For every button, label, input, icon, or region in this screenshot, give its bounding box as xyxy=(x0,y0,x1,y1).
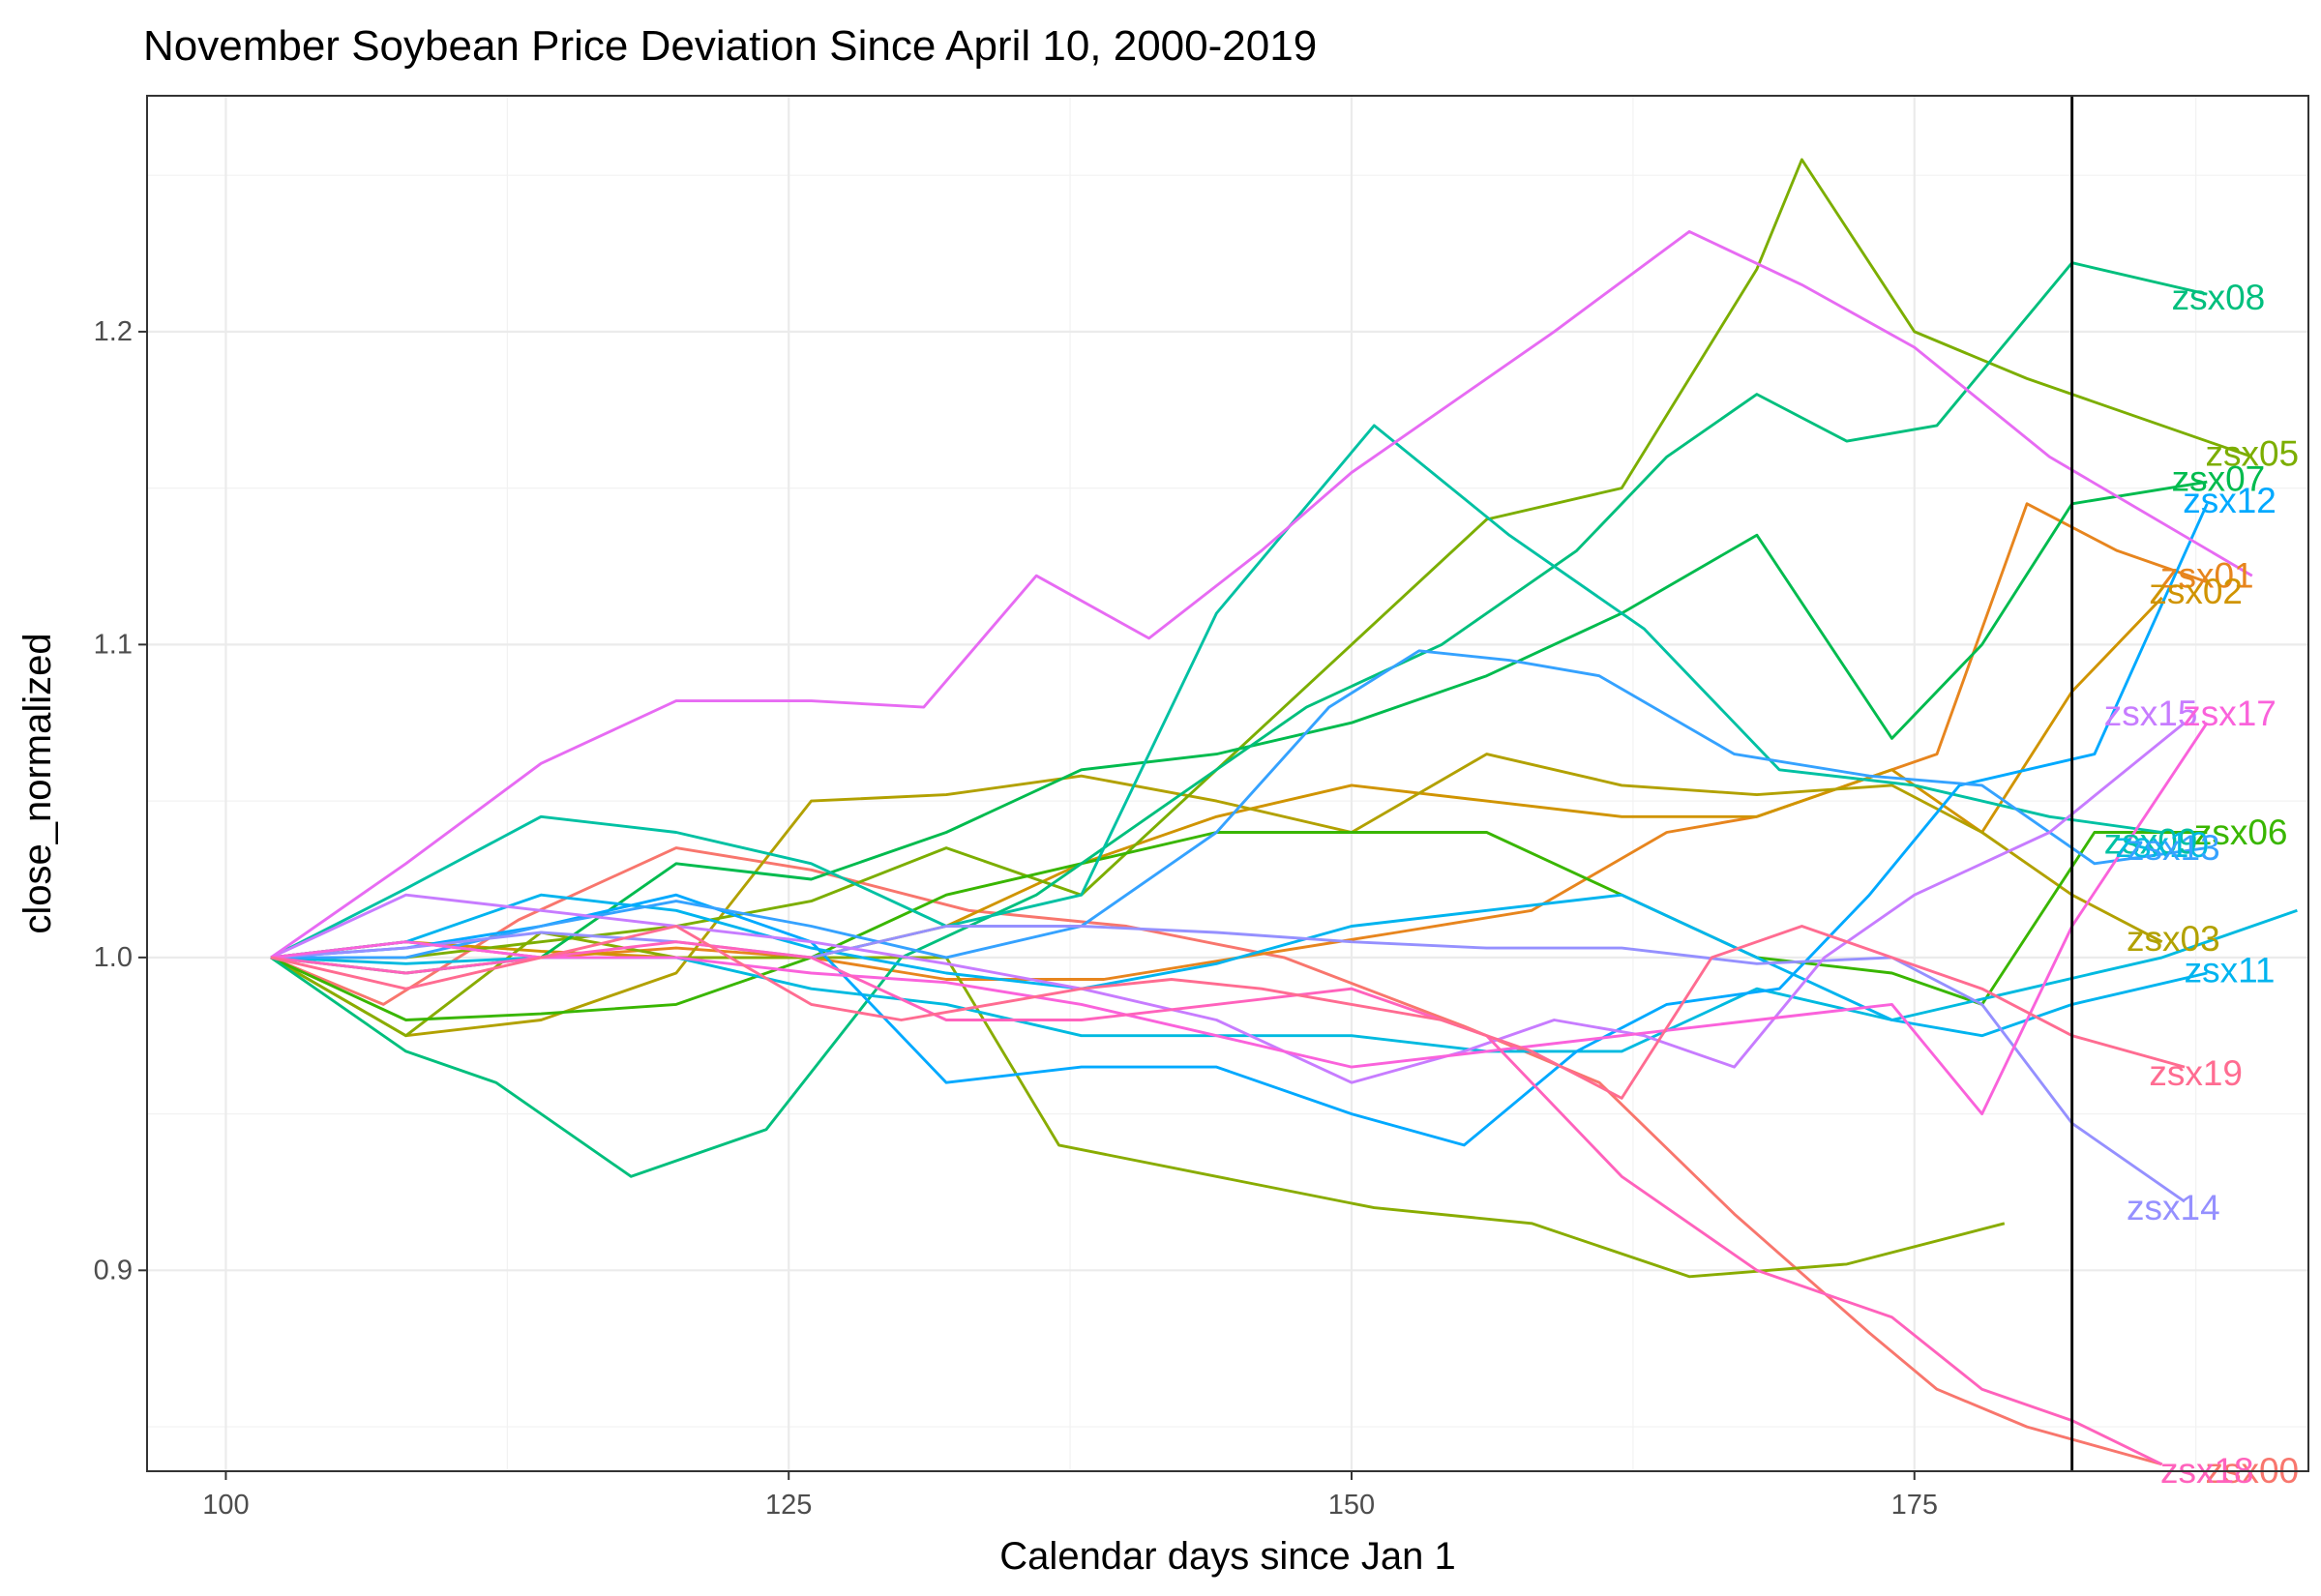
series-label-zsx08: zsx08 xyxy=(2172,278,2266,317)
series-label-zsx17: zsx17 xyxy=(2183,694,2276,733)
series-line-zsx17 xyxy=(271,723,2207,1113)
series-label-zsx11: zsx11 xyxy=(2185,950,2276,990)
y-axis-ticks: 0.9 1.0 1.1 1.2 xyxy=(94,316,147,1286)
panel-border xyxy=(147,96,2308,1471)
y-tick-label: 1.2 xyxy=(94,316,133,347)
series-line-zsx03 xyxy=(271,754,2162,1036)
series-line-zsx16 xyxy=(271,231,2252,958)
series-line-zsx01 xyxy=(271,504,2207,980)
chart-title: November Soybean Price Deviation Since A… xyxy=(143,22,1317,70)
series-line-zsx14 xyxy=(271,927,2185,1202)
x-tick-label: 100 xyxy=(202,1490,249,1521)
series-label-zsx14: zsx14 xyxy=(2127,1188,2220,1227)
y-axis-title: close_normalized xyxy=(16,633,59,933)
series-lines xyxy=(271,160,2297,1464)
series-label-zsx19: zsx19 xyxy=(2149,1053,2243,1093)
x-axis-ticks: 100 125 150 175 xyxy=(202,1471,1938,1521)
x-tick-label: 125 xyxy=(765,1490,812,1521)
y-tick-label: 0.9 xyxy=(94,1255,133,1286)
series-line-zsx06 xyxy=(271,833,2207,1020)
series-line-zsx12 xyxy=(271,504,2207,1145)
x-axis-title: Calendar days since Jan 1 xyxy=(999,1535,1455,1578)
series-end-labels: zsx00zsx01zsx02zsx03zsx05zsx06zsx07zsx08… xyxy=(2104,278,2299,1491)
series-line-zsx09 xyxy=(271,426,2162,958)
series-label-zsx13: zsx13 xyxy=(2127,828,2220,868)
y-tick-label: 1.0 xyxy=(94,942,133,973)
series-line-zsx10 xyxy=(271,910,2297,1051)
x-tick-label: 150 xyxy=(1328,1490,1375,1521)
x-tick-label: 175 xyxy=(1891,1490,1938,1521)
y-tick-label: 1.1 xyxy=(94,629,133,660)
grid xyxy=(147,96,2308,1471)
series-label-zsx02: zsx02 xyxy=(2149,572,2243,611)
series-label-zsx12: zsx12 xyxy=(2183,481,2276,520)
